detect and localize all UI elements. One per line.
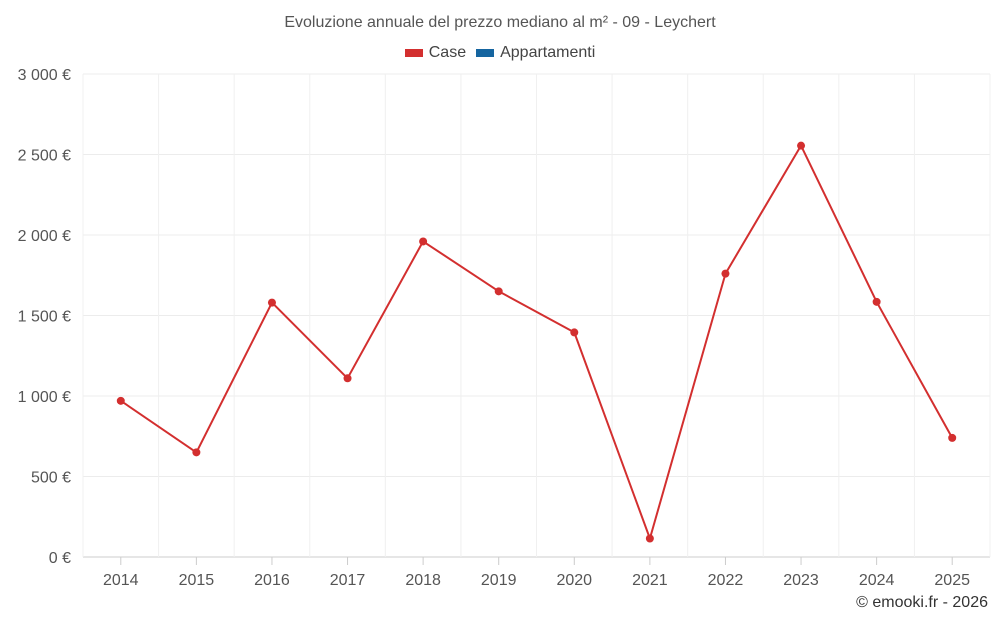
legend-label-appartamenti: Appartamenti bbox=[500, 44, 596, 61]
x-tick-label: 2018 bbox=[405, 572, 441, 589]
data-point bbox=[267, 298, 276, 307]
legend-item-case[interactable]: Case bbox=[404, 44, 467, 62]
y-tick-label: 2 000 € bbox=[18, 228, 71, 245]
data-point bbox=[797, 141, 806, 150]
legend-swatch-appartamenti bbox=[476, 49, 495, 57]
data-point bbox=[419, 237, 428, 246]
data-point bbox=[948, 433, 957, 442]
data-point bbox=[343, 374, 352, 383]
y-tick-label: 1 500 € bbox=[18, 309, 71, 326]
x-tick-label: 2022 bbox=[708, 572, 744, 589]
legend-swatch-case bbox=[404, 49, 423, 57]
x-tick-label: 2016 bbox=[254, 572, 290, 589]
series-line-case bbox=[120, 144, 954, 540]
credit-text: © emooki.fr - 2026 bbox=[856, 594, 988, 611]
legend: Case Appartamenti bbox=[0, 44, 1000, 62]
x-tick-label: 2021 bbox=[632, 572, 668, 589]
legend-item-appartamenti[interactable]: Appartamenti bbox=[476, 44, 595, 62]
y-tick-label: 1 000 € bbox=[18, 389, 71, 406]
x-tick-label: 2020 bbox=[556, 572, 592, 589]
data-point bbox=[645, 534, 654, 543]
x-tick-label: 2023 bbox=[783, 572, 819, 589]
x-tick-label: 2024 bbox=[859, 572, 895, 589]
y-tick-label: 3 000 € bbox=[18, 67, 71, 84]
data-point bbox=[872, 297, 881, 306]
legend-label-case: Case bbox=[428, 44, 467, 61]
x-tick-label: 2017 bbox=[330, 572, 366, 589]
data-point bbox=[116, 396, 125, 405]
data-point bbox=[192, 448, 201, 457]
y-tick-label: 500 € bbox=[31, 470, 71, 487]
data-point bbox=[721, 269, 730, 278]
y-tick-label: 2 500 € bbox=[18, 148, 71, 165]
chart-title: Evoluzione annuale del prezzo mediano al… bbox=[284, 14, 716, 31]
data-point bbox=[570, 328, 579, 337]
data-point bbox=[494, 287, 503, 296]
x-tick-label: 2014 bbox=[103, 572, 139, 589]
y-tick-label: 0 € bbox=[49, 550, 71, 567]
x-tick-label: 2015 bbox=[179, 572, 215, 589]
x-tick-label: 2025 bbox=[934, 572, 970, 589]
x-tick-label: 2019 bbox=[481, 572, 517, 589]
